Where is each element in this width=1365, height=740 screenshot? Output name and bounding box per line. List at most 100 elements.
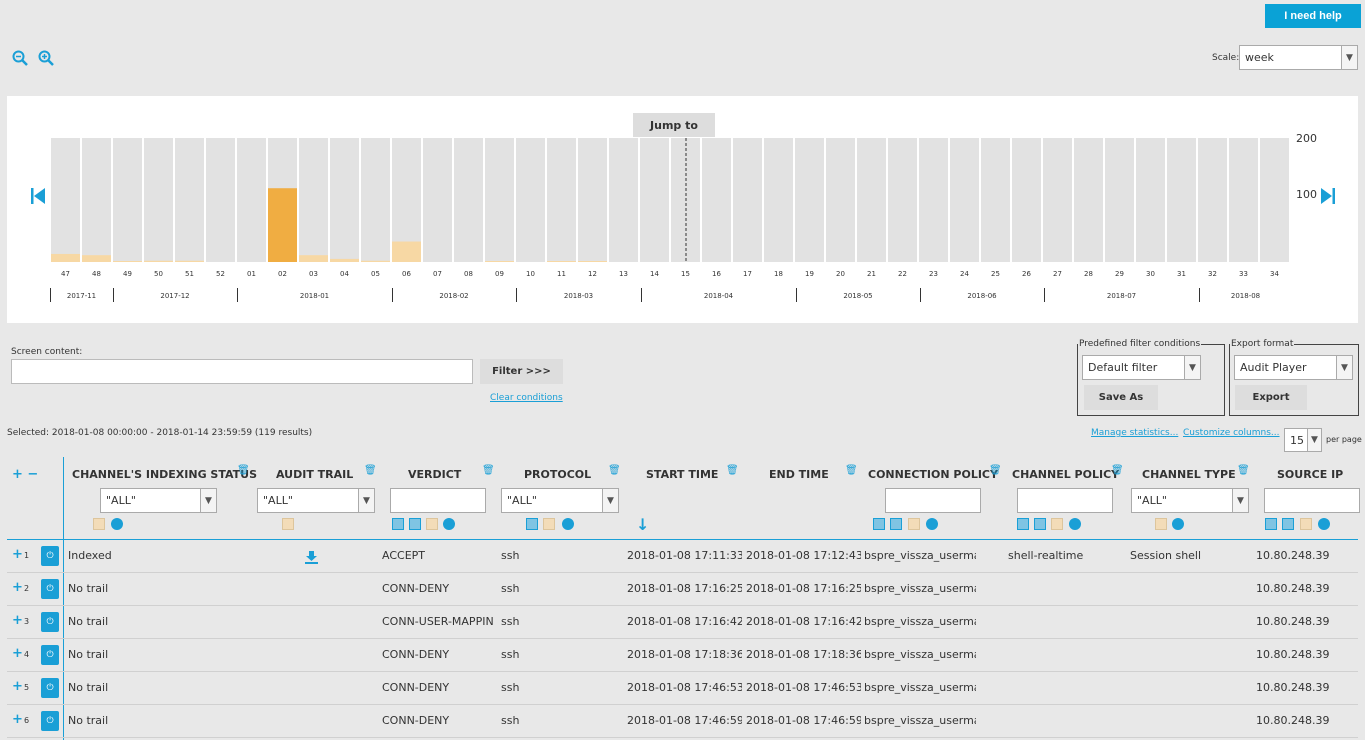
- calendar-icon[interactable]: [890, 518, 902, 530]
- week-bar[interactable]: [51, 253, 80, 262]
- trash-icon[interactable]: 🗑: [1111, 465, 1124, 476]
- pie-chart-icon[interactable]: [111, 518, 123, 530]
- calendar-icon[interactable]: [409, 518, 421, 530]
- col-verdict[interactable]: VERDICT: [408, 468, 462, 481]
- timeline-last-icon[interactable]: [1320, 186, 1336, 210]
- download-icon[interactable]: [305, 549, 318, 568]
- channel-policy-filter-input[interactable]: [1017, 488, 1113, 513]
- week-bar[interactable]: [485, 261, 514, 262]
- week-bar[interactable]: [268, 188, 297, 262]
- table-row[interactable]: +6 ⏻: [7, 705, 1358, 738]
- timeline-first-icon[interactable]: [30, 186, 46, 210]
- expand-row-icon[interactable]: +: [12, 679, 23, 694]
- calendar-icon[interactable]: [873, 518, 885, 530]
- col-protocol[interactable]: PROTOCOL: [524, 468, 592, 481]
- calendar-icon[interactable]: [1282, 518, 1294, 530]
- pie-chart-icon[interactable]: [1069, 518, 1081, 530]
- pie-chart-icon[interactable]: [562, 518, 574, 530]
- export-format-select[interactable]: Audit Player ▼: [1234, 355, 1353, 380]
- audit-trail-filter[interactable]: "ALL" ▼: [257, 488, 375, 513]
- replay-icon[interactable]: ⏻: [41, 678, 59, 698]
- replay-icon[interactable]: ⏻: [41, 711, 59, 731]
- expand-row-icon[interactable]: +: [12, 646, 23, 661]
- expand-row-icon[interactable]: +: [12, 547, 23, 562]
- filter-button[interactable]: Filter >>>: [480, 359, 563, 384]
- table-row[interactable]: +5 ⏻: [7, 672, 1358, 705]
- protocol-filter[interactable]: "ALL" ▼: [501, 488, 619, 513]
- manage-statistics-link[interactable]: Manage statistics...: [1091, 428, 1179, 438]
- screen-content-input[interactable]: [11, 359, 473, 384]
- clear-conditions-link[interactable]: Clear conditions: [490, 393, 563, 403]
- week-bar[interactable]: [330, 258, 359, 262]
- predefined-filter-select[interactable]: Default filter ▼: [1082, 355, 1201, 380]
- table-icon[interactable]: [93, 518, 105, 530]
- week-bar[interactable]: [82, 255, 111, 262]
- trash-icon[interactable]: 🗑: [237, 465, 250, 476]
- export-button[interactable]: Export: [1235, 385, 1307, 410]
- zoom-out-icon[interactable]: [12, 50, 28, 66]
- pie-chart-icon[interactable]: [1172, 518, 1184, 530]
- expand-row-icon[interactable]: +: [12, 580, 23, 595]
- table-row[interactable]: +1 ⏻: [7, 540, 1358, 573]
- trash-icon[interactable]: 🗑: [989, 465, 1002, 476]
- pie-chart-icon[interactable]: [1318, 518, 1330, 530]
- col-start-time[interactable]: START TIME: [646, 468, 719, 481]
- indexing-status-filter[interactable]: "ALL" ▼: [100, 488, 217, 513]
- week-bar[interactable]: [547, 261, 576, 262]
- trash-icon[interactable]: 🗑: [364, 465, 377, 476]
- calendar-icon[interactable]: [526, 518, 538, 530]
- calendar-icon[interactable]: [1265, 518, 1277, 530]
- source-ip-filter-input[interactable]: [1264, 488, 1360, 513]
- channel-type-filter[interactable]: "ALL" ▼: [1131, 488, 1249, 513]
- help-button[interactable]: I need help: [1265, 4, 1361, 28]
- table-icon[interactable]: [1051, 518, 1063, 530]
- pie-chart-icon[interactable]: [443, 518, 455, 530]
- scale-select[interactable]: week ▼: [1239, 45, 1358, 70]
- week-bar[interactable]: [578, 261, 607, 262]
- calendar-icon[interactable]: [1034, 518, 1046, 530]
- save-as-button[interactable]: Save As: [1084, 385, 1158, 410]
- pie-chart-icon[interactable]: [926, 518, 938, 530]
- trash-icon[interactable]: 🗑: [726, 465, 739, 476]
- table-icon[interactable]: [1155, 518, 1167, 530]
- trash-icon[interactable]: 🗑: [845, 465, 858, 476]
- verdict-filter-input[interactable]: [390, 488, 486, 513]
- per-page-select[interactable]: 15 ▼: [1284, 428, 1322, 452]
- week-bar[interactable]: [392, 241, 421, 262]
- col-channel-policy[interactable]: CHANNEL POLICY: [1012, 468, 1120, 481]
- connection-policy-filter-input[interactable]: [885, 488, 981, 513]
- table-icon[interactable]: [543, 518, 555, 530]
- calendar-icon[interactable]: [1017, 518, 1029, 530]
- col-channel-type[interactable]: CHANNEL TYPE: [1142, 468, 1236, 481]
- col-audit-trail[interactable]: AUDIT TRAIL: [276, 468, 354, 481]
- col-connection-policy[interactable]: CONNECTION POLICY: [868, 468, 998, 481]
- table-icon[interactable]: [1300, 518, 1312, 530]
- expand-row-icon[interactable]: +: [12, 712, 23, 727]
- replay-icon[interactable]: ⏻: [41, 645, 59, 665]
- table-icon[interactable]: [282, 518, 294, 530]
- trash-icon[interactable]: 🗑: [608, 465, 621, 476]
- col-indexing-status[interactable]: CHANNEL'S INDEXING STATUS: [72, 468, 258, 481]
- sort-descending-icon[interactable]: ↓: [636, 515, 650, 534]
- calendar-icon[interactable]: [392, 518, 404, 530]
- table-row[interactable]: +3 ⏻: [7, 606, 1358, 639]
- replay-icon[interactable]: ⏻: [41, 612, 59, 632]
- week-bar[interactable]: [144, 260, 173, 262]
- replay-icon[interactable]: ⏻: [41, 579, 59, 599]
- week-bar[interactable]: [299, 255, 328, 262]
- jump-to-button[interactable]: Jump to: [633, 113, 715, 137]
- col-source-ip[interactable]: SOURCE IP: [1277, 468, 1344, 481]
- table-row[interactable]: +2 ⏻: [7, 573, 1358, 606]
- week-bar[interactable]: [361, 260, 390, 262]
- expand-collapse-all-button[interactable]: + −: [12, 467, 39, 482]
- timeline-chart[interactable]: 47 48 49 50 51 52 01 02 03 04 05 06 07 08 09 10 11 12 13 14…: [7, 96, 1358, 323]
- table-icon[interactable]: [426, 518, 438, 530]
- customize-columns-link[interactable]: Customize columns...: [1183, 428, 1280, 438]
- expand-row-icon[interactable]: +: [12, 613, 23, 628]
- replay-icon[interactable]: ⏻: [41, 546, 59, 566]
- trash-icon[interactable]: 🗑: [1237, 465, 1250, 476]
- week-bar[interactable]: [175, 260, 204, 262]
- trash-icon[interactable]: 🗑: [482, 465, 495, 476]
- col-end-time[interactable]: END TIME: [769, 468, 829, 481]
- week-bar[interactable]: [113, 261, 142, 262]
